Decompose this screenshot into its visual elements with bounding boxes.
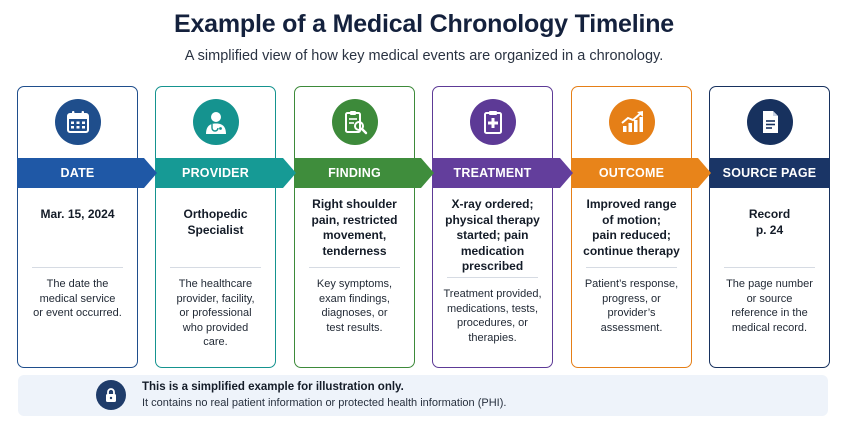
notice-title: This is a simplified example for illustr… (142, 381, 404, 393)
step-main-line: pain, restricted (311, 212, 398, 227)
trend-chart-icon (608, 99, 655, 145)
step-description-line: test results. (326, 321, 383, 334)
step-divider (309, 267, 400, 268)
step-description-line: provider’s (607, 307, 656, 319)
step-description-line: assessment. (600, 321, 663, 334)
step-main-line: medication (460, 243, 525, 258)
step-main-line: started; pain (456, 228, 529, 242)
step-label-band: DATE (17, 158, 157, 188)
step-main-line: tenderness (322, 243, 387, 258)
step-description-line: medical service (39, 292, 116, 305)
step-divider (32, 267, 123, 268)
step-description-line: reference in the (731, 307, 808, 319)
step-main-line: Improved range (586, 197, 677, 211)
calendar-icon (54, 99, 101, 145)
page-title: Example of a Medical Chronology Timeline (174, 10, 674, 38)
step-description-line: The date the (46, 278, 109, 290)
step-main-line: pain reduced; (592, 228, 671, 242)
step-main-line: X-ray ordered; (451, 197, 534, 211)
step-main-text: Right shoulder pain, restricted movement, t… (301, 197, 408, 259)
step-description: Treatment provided, medications, tests, pr… (439, 287, 546, 345)
step-divider (724, 267, 815, 268)
step-main-line: Orthopedic (183, 207, 248, 221)
step-description: The page number or source reference in the… (716, 277, 823, 335)
clipboard-search-icon (331, 99, 378, 145)
doctor-icon (192, 99, 239, 145)
medical-chart-icon (469, 99, 516, 145)
step-label-band: PROVIDER (155, 158, 296, 188)
step-divider (447, 277, 538, 278)
step-label-band: TREATMENT (432, 158, 573, 188)
step-label-band: SOURCE PAGE (709, 158, 830, 188)
step-description-line: care. (203, 336, 228, 348)
notice-body: It contains no real patient information … (142, 397, 507, 409)
step-divider (586, 267, 677, 268)
step-description: Patient’s response, progress, or provider’… (578, 277, 685, 335)
step-main-text: Orthopedic Specialist (162, 207, 269, 238)
step-description-line: procedures, or (457, 317, 528, 329)
step-label-band: OUTCOME (571, 158, 711, 188)
step-main-line: movement, (322, 228, 387, 242)
step-label-band: FINDING (294, 158, 434, 188)
step-description-line: therapies. (468, 331, 517, 344)
step-description: Key symptoms, exam findings, diagnoses, or… (301, 277, 408, 335)
step-description-line: medical record. (731, 321, 808, 334)
step-main-line: continue therapy (583, 243, 680, 258)
step-main-line: Right shoulder (312, 197, 397, 211)
step-label: FINDING (328, 166, 381, 180)
step-description: The healthcare provider, facility, or prof… (162, 277, 269, 350)
step-description-line: exam findings, (319, 292, 390, 305)
timeline: Mar. 15, 2024 The date the medical service… (0, 86, 848, 370)
step-main-text: Record p. 24 (716, 207, 823, 238)
step-main-line: Specialist (187, 222, 244, 237)
step-card-finding: Right shoulder pain, restricted movement, t… (294, 86, 415, 368)
step-description-line: provider, facility, (176, 292, 255, 305)
disclaimer-notice: This is a simplified example for illustr… (18, 375, 828, 416)
step-main-line: Record (748, 207, 791, 221)
step-card-source-page: Record p. 24 The page number or source refer… (709, 86, 830, 368)
step-label: DATE (60, 166, 95, 180)
step-label: SOURCE PAGE (722, 166, 817, 180)
step-main-line: of motion; (602, 212, 661, 227)
step-main-line: p. 24 (755, 222, 784, 237)
step-card-treatment: X-ray ordered; physical therapy started; p… (432, 86, 553, 368)
step-description-line: Treatment provided, (443, 288, 542, 300)
step-description: The date the medical service or event occu… (24, 277, 131, 321)
step-description-line: Key symptoms, (316, 278, 393, 290)
step-label: TREATMENT (453, 166, 532, 180)
step-card-date: Mar. 15, 2024 The date the medical service… (17, 86, 138, 368)
step-main-line: Mar. 15, 2024 (40, 207, 115, 221)
step-card-provider: Orthopedic Specialist The healthcare provid… (155, 86, 276, 368)
step-description-line: who provided (182, 321, 249, 334)
step-main-line: prescribed (461, 259, 524, 273)
step-description-line: progress, or (602, 292, 661, 305)
document-icon (746, 99, 793, 145)
step-description-line: diagnoses, or (321, 307, 388, 319)
step-description-line: The page number (726, 278, 813, 290)
step-card-outcome: Improved range of motion; pain reduced; con… (571, 86, 692, 368)
step-description-line: or source (746, 292, 793, 305)
step-main-text: Mar. 15, 2024 (24, 207, 131, 223)
step-divider (170, 267, 261, 268)
lock-icon (96, 380, 126, 410)
step-label: PROVIDER (182, 166, 249, 180)
step-description-line: or event occurred. (33, 307, 122, 319)
page-subtitle: A simplified view of how key medical eve… (184, 48, 664, 64)
step-main-line: physical therapy (445, 212, 540, 227)
step-label: OUTCOME (598, 166, 665, 180)
step-description-line: or professional (179, 307, 252, 319)
step-description-line: The healthcare (178, 278, 253, 290)
step-main-text: X-ray ordered; physical therapy started; p… (439, 197, 546, 275)
step-main-text: Improved range of motion; pain reduced; con… (578, 197, 685, 259)
step-description-line: medications, tests, (446, 302, 539, 315)
step-description-line: Patient’s response, (584, 278, 679, 290)
